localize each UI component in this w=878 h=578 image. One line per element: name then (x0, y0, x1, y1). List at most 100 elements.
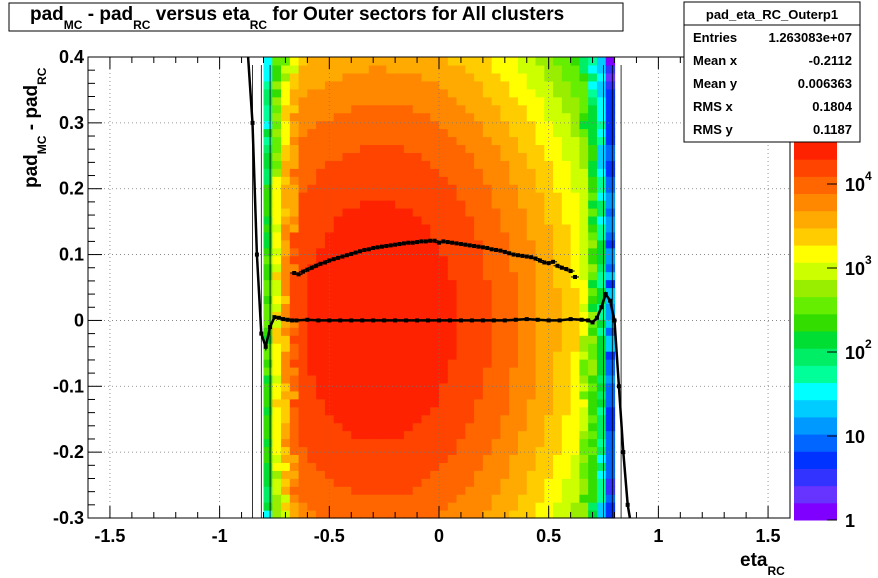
heat-cell (316, 303, 326, 312)
heat-cell (272, 136, 282, 146)
y-tick-label: 0 (74, 310, 84, 330)
heat-cell (403, 510, 414, 519)
heat-cell (482, 231, 493, 241)
heat-cell (272, 223, 282, 233)
heat-cell (342, 255, 352, 265)
heat-cell (377, 80, 387, 90)
heat-cell (465, 255, 475, 265)
heat-cell (588, 96, 598, 106)
heat-cell (395, 470, 405, 479)
heat-cell (333, 287, 344, 297)
heat-cell (421, 263, 431, 273)
heat-cell (289, 351, 300, 360)
heat-cell (351, 144, 361, 153)
heat-cell (368, 494, 379, 503)
heat-cell (439, 152, 449, 161)
heat-cell (561, 374, 572, 384)
heat-cell (386, 327, 396, 336)
heat-cell (298, 271, 308, 281)
colorbar-swatch (794, 279, 837, 298)
heat-cell (447, 494, 458, 503)
heat-cell (509, 120, 519, 130)
heat-cell (482, 486, 493, 495)
heat-cell (465, 208, 475, 217)
title-box (8, 2, 624, 32)
heat-cell (500, 438, 510, 448)
heat-cell (333, 96, 344, 106)
heat-cell (272, 168, 282, 177)
heat-cell (465, 398, 475, 408)
heat-cell (316, 168, 326, 177)
heat-cell (316, 287, 326, 297)
heat-cell (474, 470, 484, 479)
heat-cell (456, 255, 466, 265)
heat-cell (553, 374, 563, 384)
heat-cell (535, 152, 545, 161)
heat-cell (561, 72, 572, 82)
heat-cell (605, 184, 616, 193)
heat-cell (316, 319, 326, 328)
heat-cell (570, 414, 581, 424)
heat-cell (447, 152, 458, 161)
heat-cell (588, 502, 598, 511)
heat-cell (421, 144, 431, 153)
heat-cell (570, 494, 581, 503)
heat-cell (324, 382, 335, 392)
heat-cell (596, 96, 607, 106)
heat-cell (377, 112, 387, 122)
heat-cell (281, 486, 291, 495)
heat-cell (570, 327, 581, 336)
heat-cell (500, 200, 510, 209)
heat-cell (360, 152, 370, 161)
profile-mean-point (404, 318, 409, 323)
heat-cell (474, 120, 484, 130)
heat-cell (403, 398, 414, 408)
heat-cell (605, 239, 616, 249)
heat-cell (553, 486, 563, 495)
heat-cell (561, 366, 572, 376)
heat-cell (517, 247, 528, 257)
heat-cell (351, 359, 361, 368)
heat-cell (491, 343, 502, 352)
heat-cell (570, 422, 581, 432)
heat-cell (439, 390, 449, 400)
heat-cell (588, 255, 598, 265)
heat-cell (430, 351, 440, 360)
heat-cell (465, 200, 475, 209)
heat-cell (509, 366, 519, 376)
heat-cell (368, 478, 379, 487)
heat-cell (596, 414, 607, 424)
heat-cell (289, 200, 300, 209)
heat-cell (386, 208, 396, 217)
heat-cell (412, 366, 423, 376)
heat-cell (395, 438, 405, 448)
heat-cell (421, 486, 431, 495)
heat-cell (324, 271, 335, 281)
colorbar-swatch (794, 434, 837, 452)
heat-cell (403, 494, 414, 503)
heat-cell (360, 430, 370, 440)
heat-cell (342, 406, 352, 416)
heat-cell (430, 359, 440, 368)
heat-cell (579, 112, 589, 122)
heat-cell (377, 295, 387, 304)
heat-cell (316, 152, 326, 161)
heat-cell (596, 112, 607, 122)
heat-cell (553, 470, 563, 479)
heat-cell (605, 80, 616, 90)
heat-cell (403, 263, 414, 273)
heat-cell (588, 247, 598, 257)
heat-cell (430, 478, 440, 487)
heat-cell (570, 128, 581, 138)
heat-cell (360, 144, 370, 153)
heat-cell (342, 502, 352, 511)
heat-cell (526, 80, 537, 90)
heat-cell (491, 398, 502, 408)
heat-cell (289, 104, 300, 114)
heat-cell (307, 494, 317, 503)
stats-meany-label: Mean y (693, 76, 738, 91)
heat-cell (342, 263, 352, 273)
heat-cell (377, 486, 387, 495)
heat-cell (605, 223, 616, 233)
